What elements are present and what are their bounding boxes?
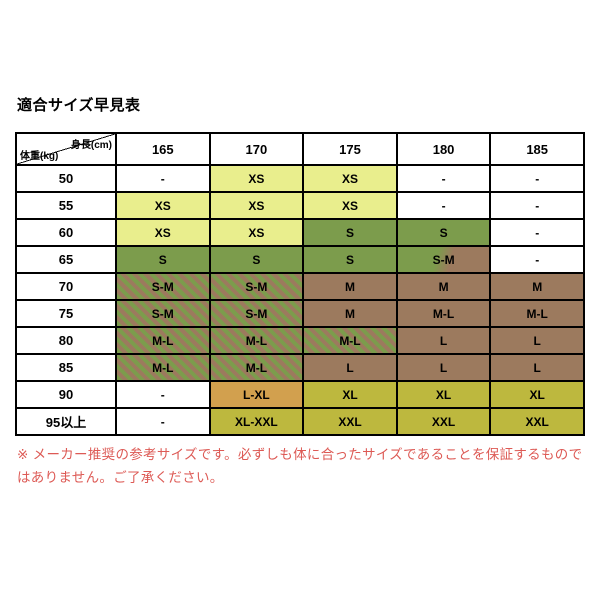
row-header-weight: 85	[15, 353, 117, 382]
table-row: 75 S-M S-M M M-L M-L	[15, 299, 585, 328]
size-cell: XL	[302, 380, 398, 409]
size-cell: M	[395, 272, 492, 301]
size-cell: XS	[208, 191, 305, 220]
column-header-height-180: 180	[395, 132, 492, 166]
row-header-weight: 60	[15, 218, 117, 247]
size-cell: L	[489, 326, 585, 355]
size-cell: M	[302, 272, 398, 301]
size-cell: -	[115, 380, 211, 409]
size-chart-table: 身長(cm) 体重(kg) 165 170 175 180 185 50- XS XS - -5…	[15, 132, 585, 436]
size-cell: -	[489, 164, 585, 193]
size-cell: S	[395, 218, 492, 247]
size-cell: S-M	[208, 299, 305, 328]
size-cell: L	[489, 353, 585, 382]
table-header: 身長(cm) 体重(kg) 165 170 175 180 185	[15, 132, 585, 166]
size-cell: M-L	[115, 353, 211, 382]
size-cell: XL-XXL	[208, 407, 305, 436]
size-cell: M-L	[489, 299, 585, 328]
header-row: 身長(cm) 体重(kg) 165 170 175 180 185	[15, 132, 585, 166]
weight-axis-label: 体重(kg)	[20, 151, 59, 162]
height-axis-label: 身長(cm)	[70, 140, 112, 151]
size-cell: XL	[489, 380, 585, 409]
size-cell: XXL	[395, 407, 492, 436]
size-cell: XXL	[489, 407, 585, 436]
row-header-weight: 50	[15, 164, 117, 193]
size-cell: XS	[302, 191, 398, 220]
size-cell: M	[302, 299, 398, 328]
size-cell: S-M	[115, 299, 211, 328]
row-header-weight: 65	[15, 245, 117, 274]
column-header-height-175: 175	[302, 132, 398, 166]
table-row: 55 XS XS XS - -	[15, 191, 585, 220]
table-body: 50- XS XS - -55 XS XS XS - -60 XS XS S S -65 S S S S-M -70 S…	[15, 164, 585, 436]
size-cell: L	[395, 326, 492, 355]
row-header-weight: 70	[15, 272, 117, 301]
row-header-weight: 75	[15, 299, 117, 328]
table-row: 80 M-L M-L M-L L L	[15, 326, 585, 355]
size-cell: XS	[208, 164, 305, 193]
size-cell: XL	[395, 380, 492, 409]
size-cell: S-M	[208, 272, 305, 301]
table-row: 65 S S S S-M -	[15, 245, 585, 274]
size-cell: S	[208, 245, 305, 274]
size-cell: XXL	[302, 407, 398, 436]
table-row: 70 S-M S-M M M M	[15, 272, 585, 301]
size-cell: XS	[208, 218, 305, 247]
size-cell: M	[489, 272, 585, 301]
size-cell: M-L	[115, 326, 211, 355]
size-cell: M-L	[208, 326, 305, 355]
page-title: 適合サイズ早見表	[17, 97, 141, 114]
size-cell: M-L	[302, 326, 398, 355]
column-header-height-170: 170	[208, 132, 305, 166]
size-cell: -	[115, 164, 211, 193]
row-header-weight: 95以上	[15, 407, 117, 436]
size-cell: -	[489, 191, 585, 220]
size-cell: S-M	[115, 272, 211, 301]
table-row: 85 M-L M-L L L L	[15, 353, 585, 382]
disclaimer-note: ※ メーカー推奨の参考サイズです。必ずしも体に合ったサイズであることを保証するも…	[17, 447, 583, 485]
row-header-weight: 55	[15, 191, 117, 220]
size-cell: M-L	[395, 299, 492, 328]
column-header-height-185: 185	[489, 132, 585, 166]
size-cell: L-XL	[208, 380, 305, 409]
size-cell: -	[115, 407, 211, 436]
table-row: 95以上 - XL-XXL XXL XXL XXL	[15, 407, 585, 436]
size-cell: L	[395, 353, 492, 382]
size-cell: M-L	[208, 353, 305, 382]
size-cell: -	[489, 218, 585, 247]
row-header-weight: 80	[15, 326, 117, 355]
size-cell: S	[302, 245, 398, 274]
table-row: 60 XS XS S S -	[15, 218, 585, 247]
size-cell: S-M	[395, 245, 492, 274]
size-cell: XS	[115, 218, 211, 247]
size-cell: S	[115, 245, 211, 274]
table-row: 90- L-XL XL XL XL	[15, 380, 585, 409]
size-cell: -	[395, 164, 492, 193]
size-cell: XS	[302, 164, 398, 193]
table-row: 50- XS XS - -	[15, 164, 585, 193]
size-cell: -	[489, 245, 585, 274]
size-cell: XS	[115, 191, 211, 220]
size-cell: -	[395, 191, 492, 220]
corner-cell: 身長(cm) 体重(kg)	[15, 132, 117, 166]
row-header-weight: 90	[15, 380, 117, 409]
size-cell: S	[302, 218, 398, 247]
column-header-height-165: 165	[115, 132, 211, 166]
size-cell: L	[302, 353, 398, 382]
